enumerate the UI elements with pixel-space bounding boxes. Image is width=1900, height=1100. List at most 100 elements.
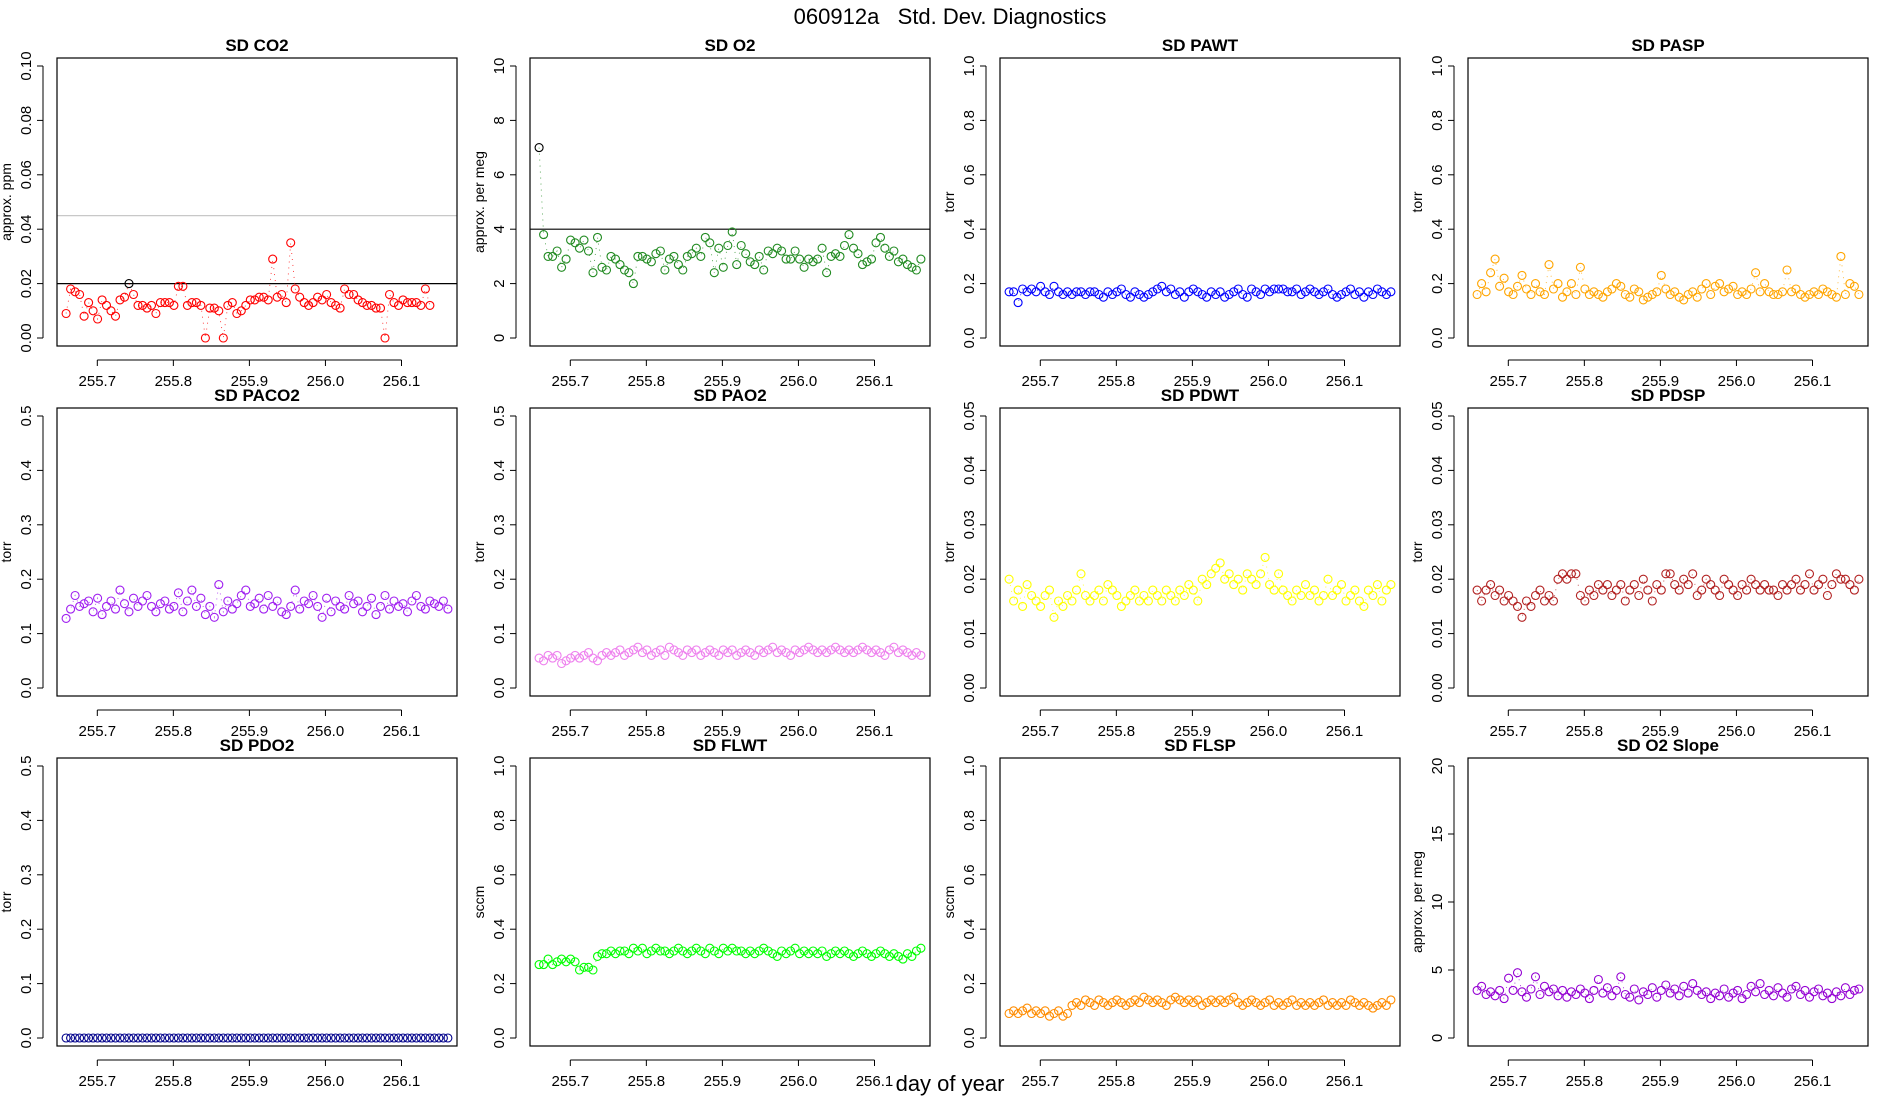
data-point <box>1638 574 1648 584</box>
data-point <box>357 298 368 308</box>
data-point <box>853 645 863 655</box>
data-point <box>1179 590 1189 601</box>
data-point <box>1242 998 1252 1008</box>
data-point <box>637 251 647 261</box>
data-point <box>205 303 215 313</box>
data-point <box>1215 558 1225 568</box>
data-point <box>268 1033 278 1043</box>
data-point <box>615 260 625 270</box>
data-point <box>750 650 760 660</box>
data-point <box>1067 596 1077 606</box>
data-point <box>790 246 800 256</box>
data-point <box>763 946 773 956</box>
data-point <box>642 949 652 959</box>
data-point <box>817 243 827 253</box>
data-point <box>839 240 850 251</box>
data-point <box>628 943 638 953</box>
data-point <box>1742 585 1752 595</box>
data-point <box>682 251 692 261</box>
data-point <box>169 300 179 310</box>
data-point <box>1251 580 1261 590</box>
data-point <box>200 333 210 343</box>
data-point <box>308 298 318 308</box>
data-point <box>322 1033 332 1043</box>
data-point <box>1674 991 1684 1001</box>
y-tick-label: 0.03 <box>1429 510 1446 539</box>
data-point <box>579 962 589 972</box>
data-point <box>826 251 836 261</box>
y-tick-label: 0.06 <box>18 160 35 189</box>
y-tick-label: 0.01 <box>961 619 978 648</box>
data-point <box>1009 596 1019 606</box>
data-point <box>389 298 399 308</box>
data-point <box>429 599 439 609</box>
data-point <box>110 604 121 614</box>
x-tick-label: 256.0 <box>1718 373 1756 390</box>
data-point <box>75 1033 85 1043</box>
data-point <box>1809 987 1819 997</box>
data-point <box>763 246 773 256</box>
data-point <box>1049 1008 1059 1019</box>
y-axis-label: torr <box>0 541 14 562</box>
data-point <box>619 650 630 660</box>
data-point <box>822 268 832 278</box>
data-point <box>236 590 246 601</box>
data-point <box>1733 590 1743 601</box>
y-tick-label: 0.01 <box>1429 619 1446 648</box>
data-point <box>700 648 710 658</box>
data-point <box>1499 994 1509 1004</box>
data-point <box>1377 998 1387 1008</box>
plot-frame <box>1467 407 1869 697</box>
y-tick-label: 0.4 <box>18 460 35 481</box>
data-point <box>317 295 327 305</box>
data-point <box>601 265 612 275</box>
data-point <box>1688 979 1698 989</box>
data-point <box>277 289 287 300</box>
data-point <box>160 298 170 308</box>
data-point <box>402 1033 413 1043</box>
data-point <box>1625 292 1635 302</box>
data-point <box>705 943 715 953</box>
data-point <box>754 251 764 261</box>
data-point <box>871 238 881 248</box>
data-point <box>664 949 674 959</box>
data-point <box>353 1033 363 1043</box>
data-point <box>366 300 377 310</box>
data-point <box>232 308 242 319</box>
data-point <box>1350 585 1360 595</box>
data-point <box>93 314 103 324</box>
data-point <box>173 588 183 598</box>
data-point <box>1580 284 1590 294</box>
data-point <box>1683 988 1693 998</box>
data-point <box>1795 585 1806 595</box>
data-point <box>133 300 143 310</box>
data-point <box>889 642 899 652</box>
data-point <box>1764 985 1774 995</box>
data-point <box>245 1033 255 1043</box>
x-tick-label: 256.0 <box>780 723 818 740</box>
data-point <box>420 604 430 614</box>
data-point <box>155 599 165 609</box>
data-point <box>732 260 742 270</box>
data-point <box>124 1033 134 1043</box>
data-point <box>1562 574 1572 584</box>
data-point <box>1813 289 1824 300</box>
data-point <box>1368 590 1378 601</box>
x-tick-label: 255.9 <box>704 723 742 740</box>
data-point <box>340 1033 350 1043</box>
data-point <box>1813 580 1824 590</box>
data-point <box>1849 985 1859 995</box>
data-point <box>1058 601 1068 611</box>
data-point <box>1018 1006 1028 1016</box>
data-point <box>1854 289 1864 300</box>
data-point <box>664 642 674 652</box>
data-point <box>1706 580 1716 590</box>
data-point <box>853 949 863 959</box>
data-point <box>651 648 661 658</box>
panel-6: SD PAO2 0.0 0.1 0.2 0.3 0.4 0.5 torr 255.7 255.8 2… <box>471 386 931 740</box>
data-point <box>1139 992 1149 1002</box>
x-tick-label: 255.9 <box>1174 373 1212 390</box>
data-point <box>1566 987 1576 997</box>
x-tick-label: 256.1 <box>383 723 421 740</box>
data-point <box>588 268 598 278</box>
